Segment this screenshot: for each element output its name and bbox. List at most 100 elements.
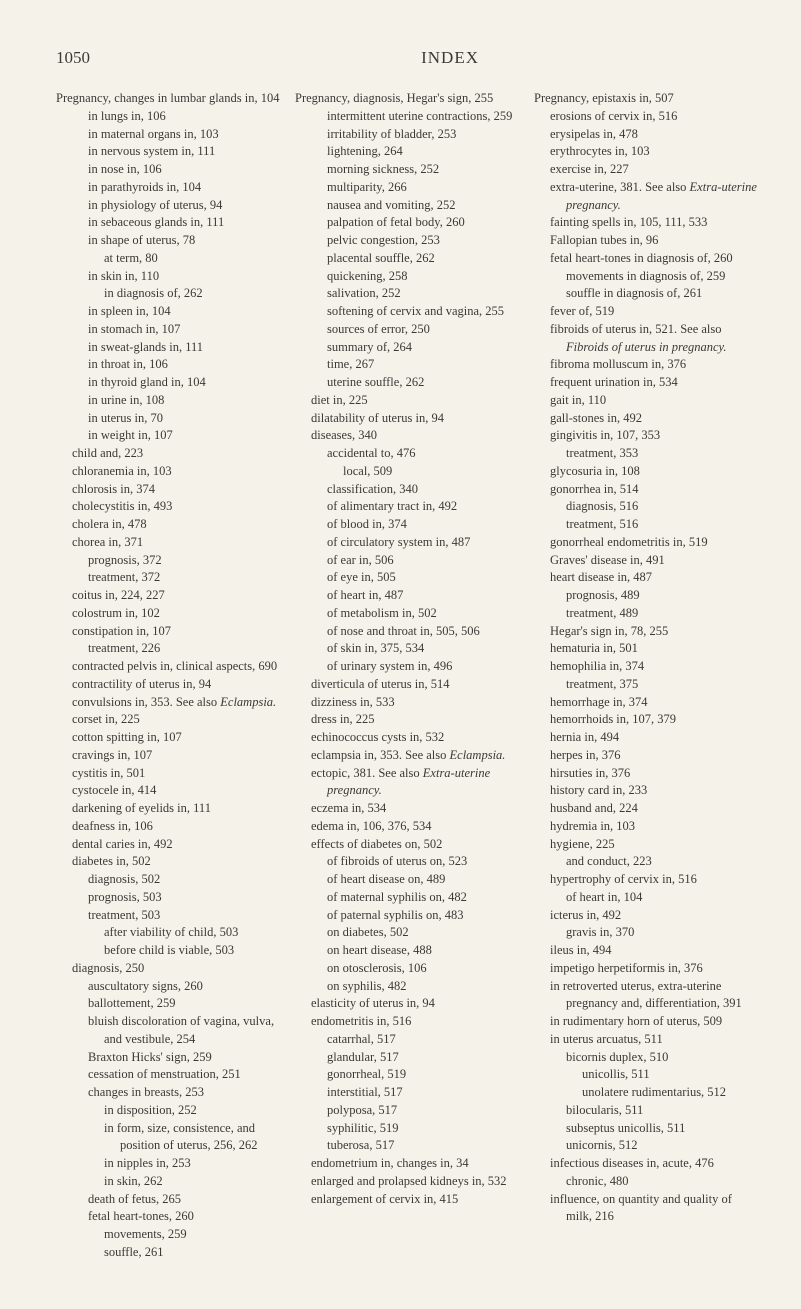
index-entry: bicornis duplex, 510: [534, 1049, 759, 1067]
index-entry: cystitis in, 501: [56, 765, 281, 783]
index-entry: of maternal syphilis on, 482: [295, 889, 520, 907]
index-entry-text: Pregnancy, epistaxis in, 507: [534, 91, 674, 105]
index-entry: interstitial, 517: [295, 1084, 520, 1102]
index-entry-text: impetigo herpetiformis in, 376: [550, 961, 703, 975]
index-entry-italic: Eclampsia.: [450, 748, 506, 762]
page-header: 1050 INDEX: [56, 48, 759, 68]
index-entry: of paternal syphilis on, 483: [295, 907, 520, 925]
index-entry: influence, on quantity and quality of mi…: [534, 1191, 759, 1227]
index-entry: constipation in, 107: [56, 623, 281, 641]
index-entry-text: pelvic congestion, 253: [327, 233, 440, 247]
index-entry-text: in skin, 262: [104, 1174, 163, 1188]
index-entry: in lungs in, 106: [56, 108, 281, 126]
index-entry: treatment, 503: [56, 907, 281, 925]
index-entry: diseases, 340: [295, 427, 520, 445]
index-entry-text: contractility of uterus in, 94: [72, 677, 211, 691]
index-entry-text: time, 267: [327, 357, 374, 371]
index-entry: in retroverted uterus, extra-uterine pre…: [534, 978, 759, 1014]
index-entry-text: dizziness in, 533: [311, 695, 395, 709]
index-entry-text: elasticity of uterus in, 94: [311, 996, 435, 1010]
index-entry-text: at term, 80: [104, 251, 158, 265]
index-entry-text: colostrum in, 102: [72, 606, 160, 620]
index-entry-text: treatment, 375: [566, 677, 638, 691]
index-entry-text: effects of diabetes on, 502: [311, 837, 442, 851]
index-entry-text: in shape of uterus, 78: [88, 233, 195, 247]
index-entry-text: deafness in, 106: [72, 819, 153, 833]
index-entry: hemorrhage in, 374: [534, 694, 759, 712]
index-entry-text: classification, 340: [327, 482, 418, 496]
index-entry: glycosuria in, 108: [534, 463, 759, 481]
index-entry-text: hernia in, 494: [550, 730, 619, 744]
index-entry: effects of diabetes on, 502: [295, 836, 520, 854]
index-entry: souffle in diagnosis of, 261: [534, 285, 759, 303]
index-entry: enlarged and prolapsed kidneys in, 532: [295, 1173, 520, 1191]
index-entry-text: diagnosis, 502: [88, 872, 160, 886]
index-entry-text: husband and, 224: [550, 801, 638, 815]
index-entry: in parathyroids in, 104: [56, 179, 281, 197]
index-entry-text: darkening of eyelids in, 111: [72, 801, 211, 815]
index-entry: bilocularis, 511: [534, 1102, 759, 1120]
index-entry: salivation, 252: [295, 285, 520, 303]
column-2: Pregnancy, diagnosis, Hegar's sign, 255i…: [295, 90, 520, 1262]
index-entry-text: convulsions in, 353. See also: [72, 695, 220, 709]
index-entry-text: irritability of bladder, 253: [327, 127, 456, 141]
index-entry-text: fibroids of uterus in, 521. See also: [550, 322, 722, 336]
index-entry: treatment, 375: [534, 676, 759, 694]
index-entry-text: cystitis in, 501: [72, 766, 145, 780]
index-entry-text: chorea in, 371: [72, 535, 143, 549]
index-entry-text: on diabetes, 502: [327, 925, 409, 939]
index-entry-text: icterus in, 492: [550, 908, 621, 922]
index-entry-text: treatment, 372: [88, 570, 160, 584]
index-entry-text: prognosis, 372: [88, 553, 162, 567]
index-entry: Pregnancy, diagnosis, Hegar's sign, 255: [295, 90, 520, 108]
index-entry-text: herpes in, 376: [550, 748, 620, 762]
index-entry-text: nausea and vomiting, 252: [327, 198, 455, 212]
index-entry-text: unicornis, 512: [566, 1138, 638, 1152]
index-entry-text: of heart in, 104: [566, 890, 642, 904]
index-entry: intermittent uterine contractions, 259: [295, 108, 520, 126]
index-entry-text: bluish discoloration of vagina, vulva, a…: [88, 1014, 274, 1046]
index-entry-italic: Eclampsia.: [220, 695, 276, 709]
index-entry: fetal heart-tones in diagnosis of, 260: [534, 250, 759, 268]
index-entry-text: erythrocytes in, 103: [550, 144, 650, 158]
index-entry-text: of alimentary tract in, 492: [327, 499, 457, 513]
index-entry-text: in urine in, 108: [88, 393, 164, 407]
index-entry-text: in weight in, 107: [88, 428, 173, 442]
index-entry-text: fainting spells in, 105, 111, 533: [550, 215, 707, 229]
column-3: Pregnancy, epistaxis in, 507 erosions of …: [534, 90, 759, 1262]
index-entry-text: eczema in, 534: [311, 801, 386, 815]
index-entry: of heart in, 104: [534, 889, 759, 907]
index-entry: convulsions in, 353. See also Eclampsia.: [56, 694, 281, 712]
index-entry: gait in, 110: [534, 392, 759, 410]
index-entry: extra-uterine, 381. See also Extra-uteri…: [534, 179, 759, 215]
index-entry: Pregnancy, epistaxis in, 507: [534, 90, 759, 108]
index-entry-text: salivation, 252: [327, 286, 401, 300]
index-entry-text: diverticula of uterus in, 514: [311, 677, 450, 691]
index-entry-text: after viability of child, 503: [104, 925, 238, 939]
index-entry-text: on heart disease, 488: [327, 943, 432, 957]
index-entry: Fallopian tubes in, 96: [534, 232, 759, 250]
index-entry-text: extra-uterine, 381. See also: [550, 180, 690, 194]
index-entry-text: child and, 223: [72, 446, 143, 460]
index-entry: in skin, 262: [56, 1173, 281, 1191]
index-entry-text: interstitial, 517: [327, 1085, 403, 1099]
index-entry-text: quickening, 258: [327, 269, 408, 283]
index-entry-text: corset in, 225: [72, 712, 140, 726]
index-entry: erosions of cervix in, 516: [534, 108, 759, 126]
index-entry: prognosis, 372: [56, 552, 281, 570]
index-entry: in sebaceous glands in, 111: [56, 214, 281, 232]
index-entry: sources of error, 250: [295, 321, 520, 339]
index-entry: prognosis, 489: [534, 587, 759, 605]
index-entry: erythrocytes in, 103: [534, 143, 759, 161]
index-entry-text: hemorrhoids in, 107, 379: [550, 712, 676, 726]
index-entry: quickening, 258: [295, 268, 520, 286]
index-entry: in rudimentary horn of uterus, 509: [534, 1013, 759, 1031]
index-entry-text: endometritis in, 516: [311, 1014, 411, 1028]
index-entry: on otosclerosis, 106: [295, 960, 520, 978]
index-entry: nausea and vomiting, 252: [295, 197, 520, 215]
index-entry: hemophilia in, 374: [534, 658, 759, 676]
index-entry: polyposa, 517: [295, 1102, 520, 1120]
index-entry: in nose in, 106: [56, 161, 281, 179]
index-entry: icterus in, 492: [534, 907, 759, 925]
index-entry-text: in nipples in, 253: [104, 1156, 191, 1170]
